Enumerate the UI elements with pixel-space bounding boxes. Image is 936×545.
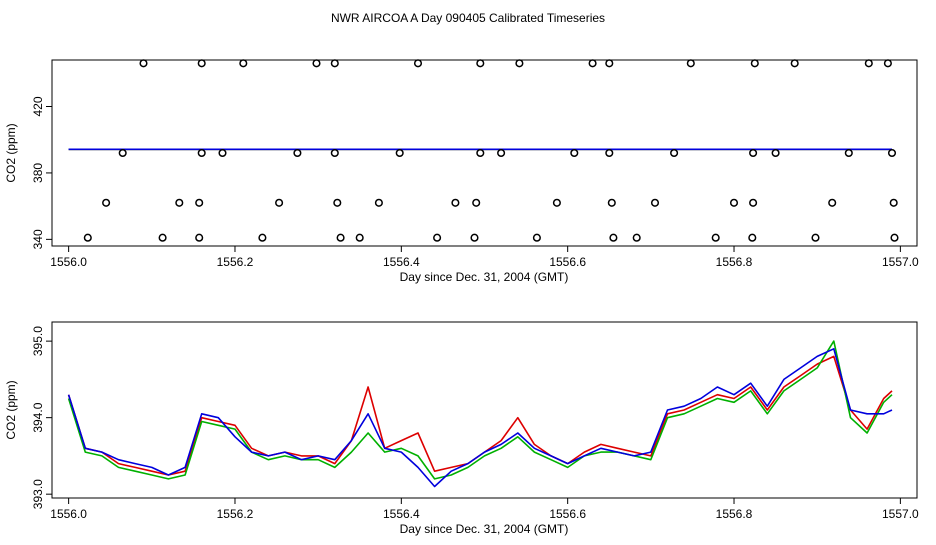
reference-point <box>374 198 383 207</box>
reference-point <box>588 59 597 68</box>
bottom-x-tick-label: 1556.8 <box>716 507 753 521</box>
top-x-tick-label: 1556.0 <box>50 255 87 269</box>
bottom-series-blue <box>67 348 893 488</box>
reference-point <box>218 148 227 158</box>
top-plot-frame <box>51 59 918 247</box>
top-panel: 1556.0 1556.2 1556.4 1556.6 1556.8 1557.0 340 3… <box>4 59 919 284</box>
bottom-y-tick-label: 394.0 <box>31 402 45 432</box>
top-y-tick-label: 380 <box>31 163 45 183</box>
reference-point <box>139 59 148 68</box>
reference-point <box>864 59 873 68</box>
reference-point <box>330 148 339 158</box>
reference-point <box>102 198 111 207</box>
reference-point <box>748 233 757 242</box>
reference-point <box>330 59 339 68</box>
reference-point <box>609 233 618 242</box>
bottom-panel: 1556.0 1556.2 1556.4 1556.6 1556.8 1557.0 393.… <box>4 321 919 536</box>
reference-point <box>632 233 641 242</box>
reference-point <box>472 198 481 207</box>
reference-point <box>476 148 485 158</box>
reference-point <box>790 59 799 68</box>
reference-point <box>83 233 92 242</box>
reference-point <box>890 233 899 242</box>
top-y-tick-label: 420 <box>31 96 45 116</box>
reference-point <box>197 59 206 68</box>
reference-point <box>413 59 423 68</box>
reference-point <box>844 148 853 158</box>
reference-point <box>355 233 364 242</box>
bottom-series-green <box>67 340 893 480</box>
reference-point <box>312 59 321 68</box>
reference-point <box>828 198 837 207</box>
reference-point <box>749 198 758 207</box>
bottom-y-tick-label: 393.0 <box>31 479 45 509</box>
bottom-x-axis-label: Day since Dec. 31, 2004 (GMT) <box>400 522 569 536</box>
reference-point <box>811 233 820 242</box>
top-x-tick-label: 1556.6 <box>549 255 586 269</box>
reference-point <box>771 148 780 158</box>
page-title: NWR AIRCOA A Day 090405 Calibrated Times… <box>331 11 605 25</box>
top-x-tick-label: 1557.0 <box>882 255 919 269</box>
top-y-tick-label: 340 <box>31 229 45 249</box>
top-x-tick-label: 1556.8 <box>716 255 753 269</box>
top-points <box>83 59 899 242</box>
reference-point <box>515 59 524 68</box>
reference-point <box>889 198 898 207</box>
reference-point <box>239 59 248 68</box>
reference-point <box>749 148 758 158</box>
top-y-axis-label: CO2 (ppm) <box>4 123 18 182</box>
reference-point <box>570 148 579 158</box>
bottom-x-tick-label: 1557.0 <box>882 507 919 521</box>
reference-point <box>552 198 561 207</box>
reference-point <box>336 233 345 242</box>
bottom-series-red <box>67 355 893 476</box>
reference-point <box>333 198 342 207</box>
reference-point <box>729 198 739 207</box>
top-x-axis-label: Day since Dec. 31, 2004 (GMT) <box>400 270 569 284</box>
reference-point <box>118 148 127 158</box>
reference-point <box>650 198 660 207</box>
reference-point <box>470 233 479 242</box>
bottom-x-tick-label: 1556.0 <box>50 507 87 521</box>
reference-point <box>195 233 204 242</box>
bottom-y-tick-label: 395.0 <box>31 326 45 356</box>
bottom-x-tick-label: 1556.6 <box>549 507 586 521</box>
bottom-x-tick-label: 1556.2 <box>217 507 254 521</box>
bottom-y-axis-label: CO2 (ppm) <box>4 380 18 439</box>
reference-point <box>711 233 720 242</box>
reference-point <box>293 148 302 158</box>
reference-point <box>497 148 506 158</box>
reference-point <box>670 148 679 158</box>
reference-point <box>476 59 485 68</box>
reference-point <box>175 198 184 207</box>
reference-point <box>158 233 167 242</box>
reference-point <box>395 148 404 158</box>
reference-point <box>258 233 267 242</box>
top-x-tick-label: 1556.2 <box>217 255 254 269</box>
bottom-series <box>67 340 893 488</box>
bottom-axes: 1556.0 1556.2 1556.4 1556.6 1556.8 1557.0 393.… <box>31 326 919 521</box>
reference-point <box>195 198 204 207</box>
reference-point <box>883 59 892 68</box>
reference-point <box>197 148 206 158</box>
reference-point <box>887 148 897 158</box>
bottom-x-tick-label: 1556.4 <box>383 507 420 521</box>
reference-point <box>275 198 284 207</box>
reference-point <box>433 233 442 242</box>
reference-point <box>532 233 541 242</box>
top-axes: 1556.0 1556.2 1556.4 1556.6 1556.8 1557.0 340 3… <box>31 96 919 269</box>
reference-point <box>686 59 695 68</box>
reference-point <box>605 148 614 158</box>
reference-point <box>605 59 614 68</box>
reference-point <box>750 59 759 68</box>
reference-point <box>607 198 616 207</box>
reference-point <box>451 198 460 207</box>
top-x-tick-label: 1556.4 <box>383 255 420 269</box>
